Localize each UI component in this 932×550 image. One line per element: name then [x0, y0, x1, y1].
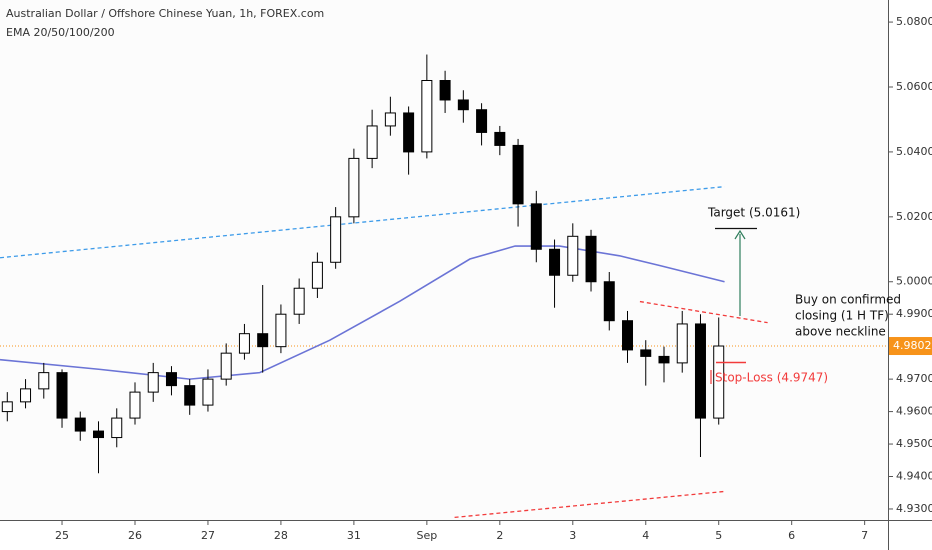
- candle-body: [640, 349, 652, 357]
- x-tick-label: Sep: [416, 529, 437, 542]
- candle-body: [658, 355, 670, 364]
- y-tick-label: 4.9900: [896, 307, 932, 320]
- x-tick-label: 3: [569, 529, 576, 542]
- y-tick-label: 4.9700: [896, 372, 932, 385]
- x-tick-label: 25: [55, 529, 69, 542]
- candle-body: [421, 79, 433, 153]
- price-tag: [889, 337, 932, 356]
- y-tick-label: 5.0800: [896, 15, 932, 28]
- candle-body: [20, 388, 32, 403]
- note: closing (1 H TF): [795, 309, 889, 323]
- candle-body: [1, 401, 13, 413]
- candle-body: [330, 216, 342, 263]
- target-label: Target (5.0161): [707, 206, 800, 220]
- candle-body: [129, 391, 141, 419]
- y-tick-label: 5.0400: [896, 145, 932, 158]
- candle-body: [257, 333, 269, 348]
- x-tick-label: 6: [788, 529, 795, 542]
- candle-body: [567, 235, 579, 276]
- candle-body: [713, 345, 725, 419]
- candle-body: [184, 385, 196, 406]
- chart-title: Australian Dollar / Offshore Chinese Yua…: [6, 7, 324, 20]
- price-tag-label: 4.9802: [893, 339, 932, 352]
- x-tick-label: 26: [128, 529, 142, 542]
- candle-body: [56, 372, 68, 419]
- candle-body: [439, 79, 451, 101]
- candle-body: [348, 157, 360, 218]
- x-tick-label: 28: [274, 529, 288, 542]
- candle-body: [165, 372, 177, 387]
- candle-body: [74, 417, 86, 432]
- candle-body: [549, 248, 561, 276]
- candle-body: [694, 323, 706, 419]
- y-tick-label: 4.9400: [896, 470, 932, 483]
- candle-body: [403, 112, 415, 153]
- arrow-head: [734, 229, 746, 240]
- candle-body: [457, 99, 469, 111]
- y-tick-label: 5.0200: [896, 210, 932, 223]
- y-tick-label: 5.0600: [896, 80, 932, 93]
- y-tick-label: 5.0000: [896, 275, 932, 288]
- indicator-label: EMA 20/50/100/200: [6, 26, 115, 39]
- x-tick-label: 7: [861, 529, 868, 542]
- y-tick-label: 4.9600: [896, 405, 932, 418]
- candle-body: [220, 352, 232, 380]
- x-tick-label: 4: [642, 529, 649, 542]
- candle-body: [476, 109, 488, 133]
- candle-body: [530, 203, 542, 250]
- candle-body: [111, 417, 123, 439]
- candle-body: [311, 261, 323, 289]
- candle-body: [366, 125, 378, 159]
- candle-body: [202, 378, 214, 406]
- candle-body: [147, 372, 159, 393]
- x-tick-label: 2: [496, 529, 503, 542]
- candle-body: [384, 112, 396, 127]
- x-tick-label: 5: [715, 529, 722, 542]
- plot-area: [0, 0, 888, 520]
- y-tick-label: 4.9500: [896, 437, 932, 450]
- candle-body: [293, 287, 305, 315]
- candle-body: [585, 235, 597, 283]
- trendline: [639, 300, 768, 324]
- candle-body: [676, 323, 688, 364]
- note: above neckline: [795, 325, 886, 339]
- x-tick-label: 27: [201, 529, 215, 542]
- x-tick-label: 31: [347, 529, 361, 542]
- candle-body: [38, 372, 50, 390]
- stop-loss-label: Stop-Loss (4.9747): [715, 371, 828, 385]
- candle-body: [512, 144, 524, 205]
- note: Buy on confirmed: [795, 293, 901, 307]
- trendline: [0, 185, 725, 259]
- y-tick-label: 4.9300: [896, 502, 932, 515]
- candle-body: [494, 131, 506, 146]
- trendline: [454, 490, 725, 519]
- candle-body: [603, 281, 615, 322]
- candle-body: [275, 313, 287, 348]
- candle-body: [622, 320, 634, 351]
- candle-body: [93, 430, 105, 439]
- candle-body: [238, 333, 250, 354]
